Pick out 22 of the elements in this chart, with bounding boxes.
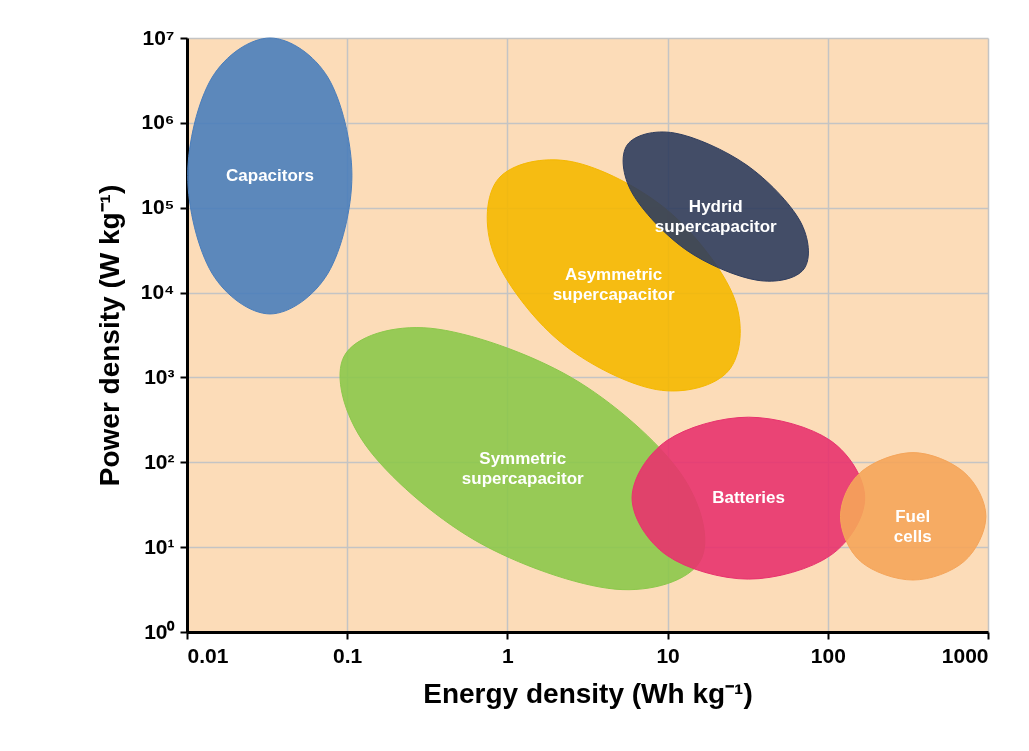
y-tick-label: 10⁵ bbox=[141, 195, 175, 219]
x-tick-label: 1 bbox=[502, 643, 515, 667]
series-label: Hydrid supercapacitor bbox=[654, 196, 778, 236]
y-tick-label: 10³ bbox=[144, 364, 175, 388]
y-tick-label: 10² bbox=[144, 449, 175, 473]
y-tick-label: 10⁷ bbox=[142, 25, 175, 49]
series-label: Capacitors bbox=[226, 165, 314, 185]
y-tick-label: 10⁰ bbox=[144, 619, 176, 643]
y-tick-label: 10⁴ bbox=[140, 280, 175, 304]
series-label: Symmetric supercapacitor bbox=[461, 448, 585, 488]
series-label: Fuel cells bbox=[893, 506, 932, 546]
x-axis-title: Energy density (Wh kg⁻¹) bbox=[423, 677, 753, 709]
x-tick-label: 0.1 bbox=[333, 643, 363, 667]
x-tick-label: 10 bbox=[656, 643, 680, 667]
y-axis-title: Power density (W kg⁻¹) bbox=[93, 184, 125, 487]
series-label: Asymmetric supercapacitor bbox=[552, 265, 675, 305]
y-tick-label: 10¹ bbox=[144, 534, 175, 558]
x-tick-label: 0.01 bbox=[187, 643, 229, 667]
x-tick-label: 1000 bbox=[941, 643, 989, 667]
series-label: Batteries bbox=[712, 488, 785, 508]
y-tick-label: 10⁶ bbox=[141, 110, 175, 134]
x-tick-label: 100 bbox=[810, 643, 846, 667]
